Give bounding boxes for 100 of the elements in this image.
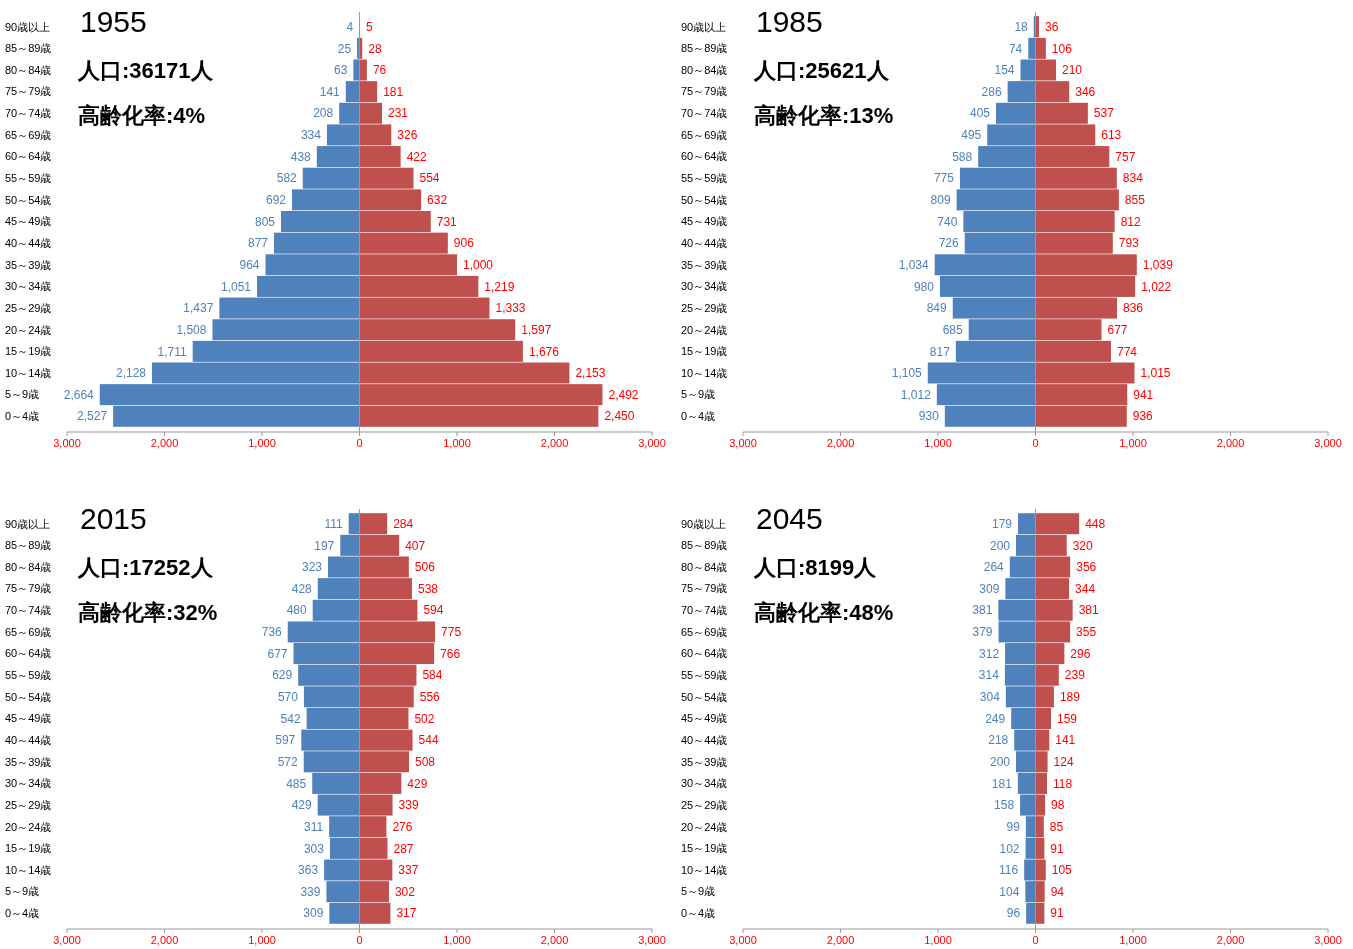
x-tick-label: 3,000 — [1314, 437, 1342, 449]
y-tick-label: 85～89歳 — [5, 42, 52, 55]
data-label: 817 — [929, 344, 951, 359]
data-label: 296 — [1070, 646, 1091, 661]
data-label: 344 — [1075, 581, 1096, 596]
data-label: 1,012 — [900, 387, 932, 402]
data-label: 158 — [994, 798, 1015, 813]
x-tick-label: 1,000 — [443, 437, 471, 449]
data-label: 355 — [1076, 625, 1097, 640]
data-label: 588 — [952, 149, 973, 164]
data-label: 346 — [1075, 84, 1096, 99]
data-label: 239 — [1064, 668, 1086, 683]
data-label: 537 — [1093, 106, 1115, 121]
chart-title: 1985 — [756, 5, 823, 38]
y-tick-label: 15～19歳 — [5, 345, 52, 358]
y-tick-label: 75～79歳 — [5, 85, 52, 98]
data-label: 1,437 — [183, 301, 214, 316]
data-label: 116 — [999, 863, 1019, 878]
y-tick-label: 40～44歳 — [681, 733, 728, 746]
y-tick-label: 85～89歳 — [681, 42, 728, 55]
data-label: 429 — [407, 776, 428, 791]
data-label: 930 — [918, 409, 940, 424]
data-label: 1,000 — [463, 257, 494, 272]
x-tick-label: 1,000 — [1119, 934, 1147, 946]
x-tick-label: 2,000 — [540, 437, 569, 449]
data-label: 264 — [983, 560, 1005, 575]
data-label: 834 — [1122, 171, 1144, 186]
x-tick-label: 1,000 — [1119, 437, 1147, 449]
annotation: 高齢化率:13% — [754, 103, 894, 128]
y-tick-label: 25～29歳 — [681, 301, 728, 314]
data-label: 197 — [314, 538, 335, 553]
x-tick-label: 2,000 — [1216, 934, 1245, 946]
y-tick-label: 5～9歳 — [681, 885, 716, 898]
data-label: 613 — [1101, 128, 1122, 143]
y-tick-label: 75～79歳 — [681, 85, 728, 98]
y-tick-label: 25～29歳 — [5, 301, 52, 314]
data-label: 936 — [1132, 409, 1154, 424]
data-label: 1,015 — [1140, 366, 1171, 381]
data-label: 4 — [346, 19, 354, 34]
data-label: 594 — [423, 603, 444, 618]
data-label: 774 — [1116, 344, 1138, 359]
data-label: 249 — [985, 711, 1006, 726]
y-tick-label: 20～24歳 — [681, 820, 728, 833]
y-tick-label: 75～79歳 — [5, 582, 52, 595]
annotation: 人口:25621人 — [753, 58, 890, 83]
y-tick-label: 50～54歳 — [5, 690, 52, 703]
data-label: 276 — [392, 819, 413, 834]
data-label: 740 — [937, 214, 958, 229]
data-label: 91 — [1050, 841, 1065, 856]
x-tick-label: 2,000 — [150, 437, 179, 449]
data-label: 1,676 — [528, 344, 560, 359]
y-tick-label: 65～69歳 — [5, 128, 52, 141]
y-tick-label: 45～49歳 — [681, 215, 728, 228]
y-tick-label: 70～74歳 — [5, 107, 52, 120]
y-tick-label: 15～19歳 — [681, 345, 728, 358]
data-label: 118 — [1053, 776, 1073, 791]
y-tick-label: 50～54歳 — [681, 690, 728, 703]
y-tick-label: 40～44歳 — [5, 733, 52, 746]
data-label: 106 — [1051, 41, 1073, 56]
data-label: 572 — [277, 754, 299, 769]
data-label: 584 — [422, 668, 443, 683]
data-label: 200 — [989, 538, 1011, 553]
data-label: 102 — [999, 841, 1020, 856]
y-tick-label: 0～4歳 — [681, 410, 716, 423]
y-tick-label: 55～59歳 — [5, 172, 52, 185]
data-label: 381 — [1078, 603, 1099, 618]
y-tick-label: 65～69歳 — [681, 128, 728, 141]
data-label: 629 — [272, 668, 293, 683]
data-label: 91 — [1050, 906, 1065, 921]
x-tick-label: 2,000 — [540, 934, 569, 946]
data-label: 480 — [286, 603, 308, 618]
y-tick-label: 75～79歳 — [681, 582, 728, 595]
data-label: 793 — [1118, 236, 1140, 251]
data-label: 286 — [981, 84, 1002, 99]
data-label: 757 — [1115, 149, 1136, 164]
y-tick-label: 90歳以上 — [5, 517, 51, 530]
data-label: 1,333 — [495, 301, 526, 316]
y-tick-label: 0～4歳 — [681, 907, 716, 920]
y-tick-label: 20～24歳 — [5, 820, 52, 833]
data-label: 210 — [1061, 63, 1083, 78]
x-tick-label: 3,000 — [53, 437, 81, 449]
data-label: 317 — [396, 906, 417, 921]
x-tick-label: 3,000 — [53, 934, 81, 946]
data-label: 941 — [1133, 387, 1154, 402]
x-tick-label: 1,000 — [443, 934, 471, 946]
data-label: 906 — [453, 236, 475, 251]
data-label: 76 — [372, 63, 387, 78]
y-tick-label: 45～49歳 — [5, 215, 52, 228]
y-tick-label: 65～69歳 — [681, 625, 728, 638]
data-label: 85 — [1049, 819, 1064, 834]
data-label: 405 — [969, 106, 991, 121]
data-label: 849 — [926, 301, 948, 316]
y-tick-label: 55～59歳 — [681, 172, 728, 185]
y-tick-label: 35～39歳 — [681, 755, 728, 768]
y-tick-label: 35～39歳 — [681, 258, 728, 271]
x-tick-label: 0 — [1032, 934, 1039, 946]
y-tick-label: 60～64歳 — [681, 647, 728, 660]
data-label: 141 — [319, 84, 341, 99]
data-label: 428 — [291, 581, 313, 596]
data-label: 326 — [397, 128, 418, 143]
